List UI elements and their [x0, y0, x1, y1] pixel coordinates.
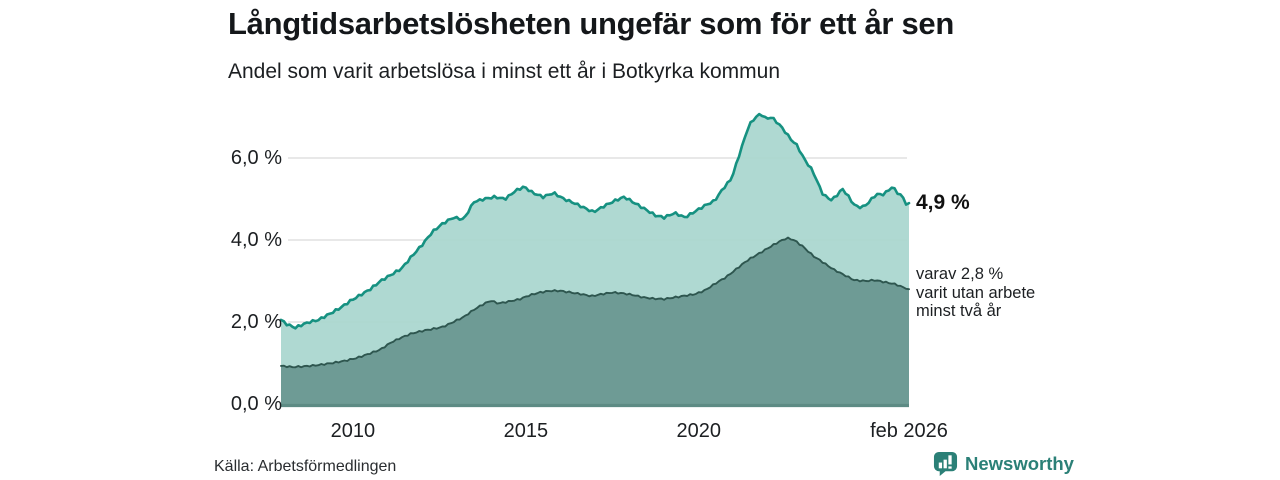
series-line-minst-tva-ar [280, 236, 910, 369]
annotation-latest-subseries: varav 2,8 % varit utan arbete minst två … [916, 265, 1036, 320]
x-tick-label: 2010 [330, 420, 376, 442]
source-label: Källa: Arbetsförmedlingen [214, 458, 397, 475]
page-subtitle: Andel som varit arbetslösa i minst ett å… [228, 60, 781, 83]
newsworthy-bubble-chart-icon [933, 451, 958, 476]
y-tick-label: 2,0 % [230, 311, 282, 333]
series-area-minst-tva-ar [281, 237, 909, 404]
y-tick-label: 0,0 % [230, 393, 282, 415]
series-line-minst-ett-ar [279, 112, 911, 330]
x-tick-label: 2020 [676, 420, 721, 442]
newsworthy-logo[interactable]: Newsworthy [933, 451, 1074, 476]
x-tick-label: feb 2026 [870, 420, 948, 442]
page-title: Långtidsarbetslösheten ungefär som för e… [228, 6, 955, 41]
newsworthy-wordmark: Newsworthy [965, 452, 1074, 474]
y-tick-label: 4,0 % [230, 229, 282, 251]
x-tick-label: 2015 [503, 420, 549, 442]
annotation-latest-total: 4,9 % [916, 191, 970, 214]
y-tick-label: 6,0 % [230, 147, 282, 169]
